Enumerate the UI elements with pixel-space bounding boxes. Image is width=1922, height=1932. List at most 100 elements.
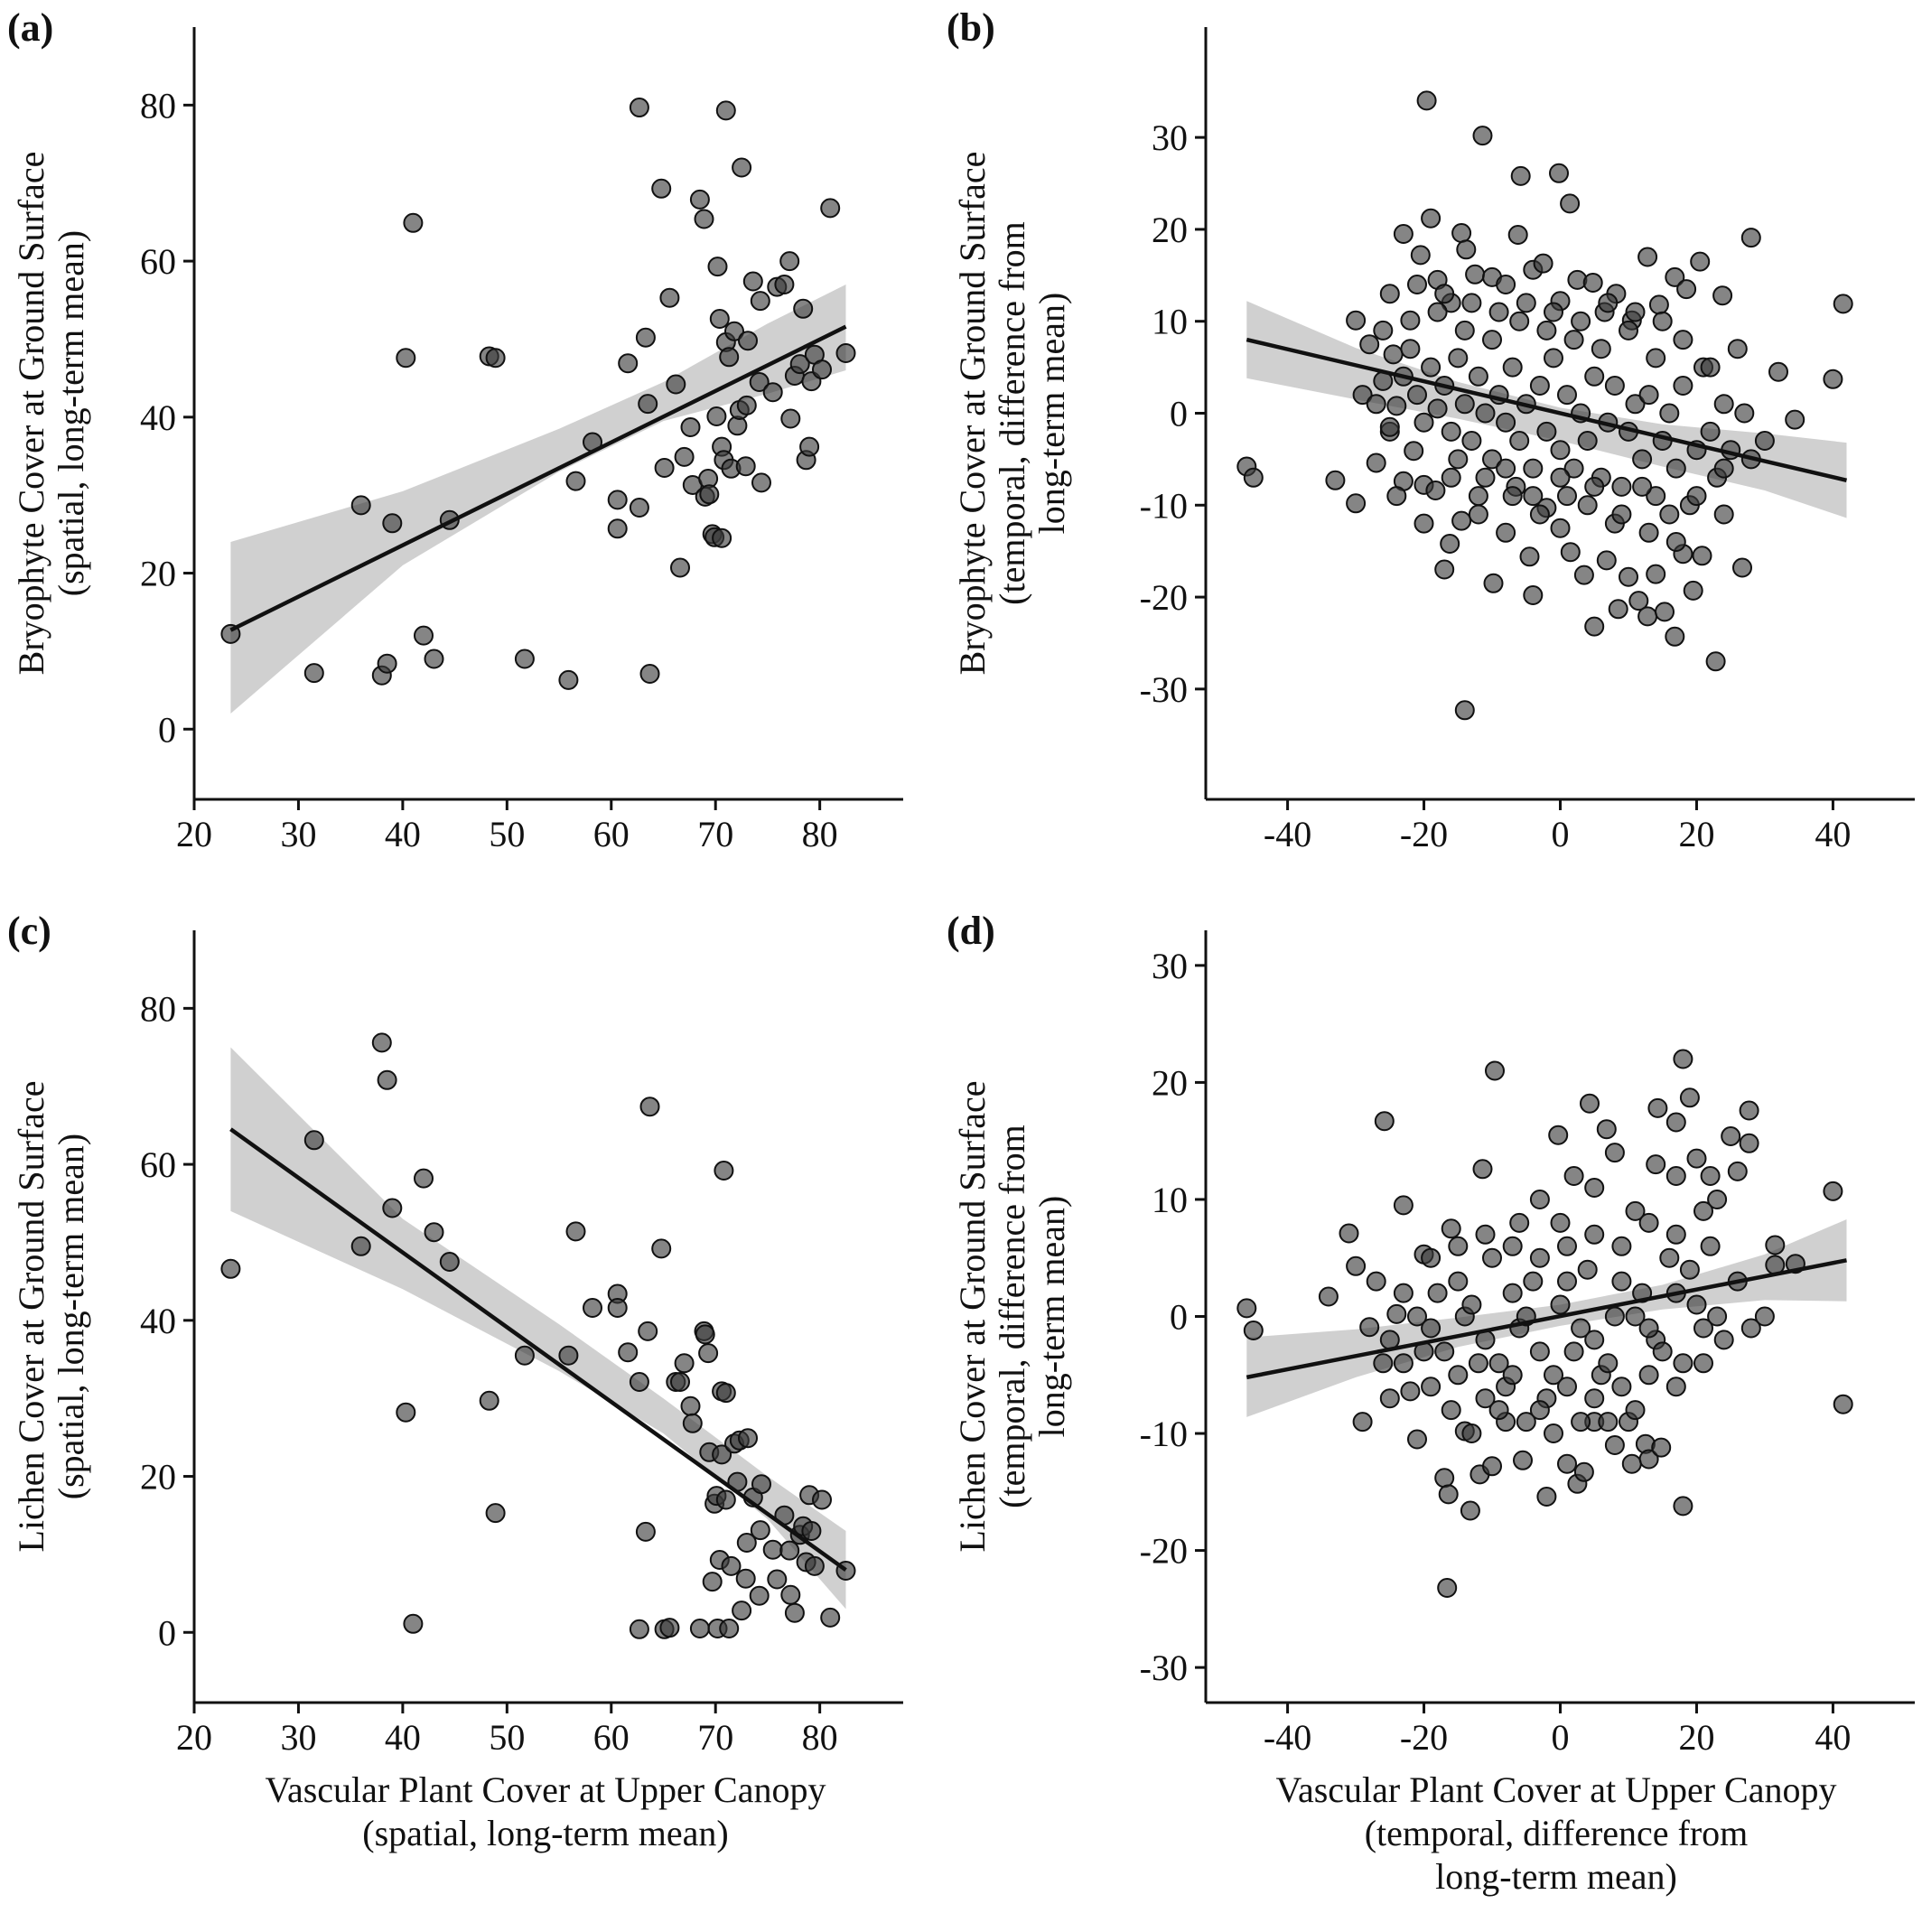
data-point [1611, 1377, 1632, 1397]
data-point [439, 1252, 460, 1272]
data-point [558, 669, 579, 690]
data-point [1454, 394, 1475, 415]
data-point [1550, 1212, 1571, 1233]
x-axis-title-left: Vascular Plant Cover at Upper Canopy(spa… [266, 1769, 826, 1853]
data-point [1373, 1353, 1394, 1374]
data-point [1625, 1306, 1646, 1327]
data-point [715, 1489, 736, 1510]
data-point [1414, 412, 1434, 433]
x-tick-label: 30 [280, 1717, 316, 1758]
y-axis-title-line: (temporal, difference from [992, 221, 1032, 605]
data-point [1441, 1400, 1461, 1421]
data-point [1359, 1317, 1380, 1338]
data-point [1721, 1126, 1741, 1146]
data-point [607, 1298, 628, 1318]
data-point [1665, 1112, 1686, 1133]
data-point [702, 1572, 723, 1592]
data-point [1352, 385, 1373, 406]
y-tick-label: 0 [1170, 394, 1188, 434]
data-point [1434, 284, 1455, 304]
data-point [1386, 486, 1407, 507]
y-tick-label: 20 [140, 1457, 176, 1498]
data-point [403, 212, 424, 233]
data-point [1379, 284, 1400, 304]
y-tick-label: 30 [1152, 117, 1188, 158]
data-point [1604, 1143, 1625, 1163]
data-point [1488, 1353, 1509, 1374]
data-point [1823, 369, 1843, 389]
x-tick-label: 70 [697, 814, 733, 854]
data-point [1468, 366, 1488, 387]
x-axis-title-line: (spatial, long-term mean) [362, 1813, 728, 1853]
data-point [1604, 376, 1625, 396]
data-point [382, 1198, 403, 1218]
data-point [1346, 1255, 1367, 1276]
data-point [629, 98, 649, 117]
data-point [1584, 366, 1605, 387]
x-tick-label: -40 [1264, 814, 1311, 854]
data-point [1584, 616, 1605, 637]
regression-line [1246, 1258, 1847, 1380]
data-point [1740, 228, 1761, 248]
data-point [1400, 339, 1421, 359]
data-point [1441, 467, 1461, 488]
data-point [1533, 253, 1553, 274]
data-point [751, 472, 771, 493]
data-point [403, 1613, 424, 1634]
data-point [1496, 522, 1516, 543]
y-tick-label: 10 [1152, 1180, 1188, 1220]
data-point [1448, 1271, 1469, 1292]
data-point [1611, 504, 1632, 525]
data-point [789, 354, 810, 375]
data-point [1243, 467, 1264, 488]
x-axis-title-right: Vascular Plant Cover at Upper Canopy(tem… [1276, 1769, 1837, 1897]
data-point [779, 1540, 800, 1561]
data-point [1563, 1166, 1584, 1186]
data-point [514, 649, 535, 669]
data-point [1496, 275, 1516, 294]
data-point [762, 1539, 783, 1560]
data-point [1346, 493, 1367, 514]
data-point [715, 100, 736, 121]
data-point [1557, 486, 1577, 507]
y-axis-title: Bryophyte Cover at Ground Surface (spatia… [11, 152, 91, 676]
data-point [1625, 302, 1646, 322]
data-point [780, 1584, 801, 1605]
data-point [1713, 1330, 1734, 1350]
data-point [1768, 361, 1788, 382]
data-point [1611, 1236, 1632, 1256]
x-tick-label: 60 [593, 814, 630, 854]
data-point [1584, 1178, 1605, 1198]
data-point [1482, 1456, 1502, 1477]
data-point [639, 664, 660, 684]
data-point [1833, 1394, 1853, 1414]
data-point [1611, 1271, 1632, 1292]
data-point [719, 1619, 740, 1638]
data-point [1536, 1487, 1557, 1507]
data-point [1346, 310, 1367, 331]
data-point [1407, 1429, 1427, 1450]
data-point [629, 1372, 649, 1392]
data-point [1502, 1365, 1523, 1386]
data-point [638, 1321, 658, 1341]
data-point [1496, 458, 1516, 479]
data-point [1373, 320, 1394, 341]
data-point [712, 1444, 732, 1465]
data-point [1625, 394, 1646, 415]
data-point [1665, 532, 1686, 552]
data-point [1673, 1353, 1693, 1374]
data-point [721, 1555, 742, 1576]
data-point [1523, 458, 1544, 479]
y-tick-label: -30 [1140, 669, 1188, 710]
data-point [654, 458, 675, 478]
data-point [715, 1383, 736, 1404]
data-point [639, 1097, 660, 1117]
data-point [1550, 518, 1571, 538]
data-point [835, 343, 856, 363]
y-tick-label: 30 [1152, 946, 1188, 986]
data-point [674, 1353, 695, 1374]
x-tick-label: 80 [802, 814, 838, 854]
data-point [1407, 385, 1427, 406]
data-point [724, 321, 744, 341]
data-point [1580, 1093, 1600, 1114]
